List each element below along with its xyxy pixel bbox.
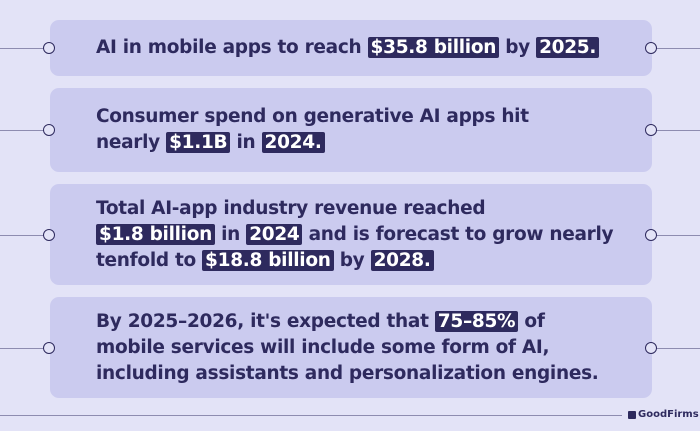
connector-line-right: [656, 234, 700, 236]
highlighted-stat: $35.8 billion: [367, 37, 500, 58]
connector-dot-left: [43, 124, 55, 136]
highlighted-stat: 2024: [246, 223, 303, 245]
connector-line-right: [656, 48, 700, 49]
fact-card: AI in mobile apps to reach $35.8 billion…: [50, 20, 652, 76]
fact-text: By 2025–2026, it's expected that 75–85% …: [96, 309, 599, 387]
connector-dot-right: [645, 341, 657, 354]
fact-line: including assistants and personalization…: [96, 361, 599, 387]
text-segment: in: [230, 132, 262, 153]
connector-dot-left: [43, 42, 55, 54]
connector-line-right: [656, 130, 700, 131]
fact-line: mobile services will include some form o…: [96, 335, 599, 361]
fact-text: Total AI-app industry revenue reached $1.…: [96, 196, 614, 274]
connector-dot-right: [645, 42, 657, 54]
connector-line-left: [0, 48, 44, 49]
highlighted-stat: 75–85%: [434, 310, 519, 332]
brand-name: GoodFirms: [638, 409, 699, 420]
text-segment: including assistants and personalization…: [96, 362, 599, 384]
fact-card: By 2025–2026, it's expected that 75–85% …: [50, 297, 652, 398]
fact-line: tenfold to $18.8 billion by 2028.: [96, 248, 613, 274]
fact-line: nearly $1.1B in 2024.: [96, 130, 529, 156]
highlighted-stat: $18.8 billion: [202, 249, 334, 271]
fact-line: AI in mobile apps to reach $35.8 billion…: [96, 35, 600, 61]
fact-text: Consumer spend on generative AI apps hit…: [96, 104, 529, 156]
fact-line: Total AI-app industry revenue reached: [96, 196, 613, 222]
text-segment: nearly: [96, 132, 167, 153]
connector-line-left: [0, 347, 44, 349]
connector-dot-left: [43, 228, 55, 241]
text-segment: tenfold to: [96, 249, 203, 271]
connector-dot-right: [645, 124, 657, 136]
connector-line-left: [0, 234, 44, 236]
highlighted-stat: 2024.: [261, 132, 325, 153]
fact-text: AI in mobile apps to reach $35.8 billion…: [96, 35, 600, 61]
highlighted-stat: $1.8 billion: [96, 223, 215, 245]
text-segment: by: [333, 249, 371, 271]
text-segment: of: [518, 310, 545, 332]
text-segment: AI in mobile apps to reach: [96, 37, 368, 58]
fact-card: Total AI-app industry revenue reached $1.…: [50, 184, 652, 285]
connector-dot-left: [43, 341, 55, 354]
text-segment: By 2025–2026, it's expected that: [96, 310, 435, 332]
highlighted-stat: $1.1B: [166, 132, 231, 153]
brand-logo: GoodFirms: [628, 409, 699, 420]
fact-line: Consumer spend on generative AI apps hit: [96, 104, 529, 130]
connector-line-left: [0, 130, 44, 131]
text-segment: in: [214, 223, 247, 245]
goodfirms-logo-icon: [628, 410, 636, 419]
fact-line: By 2025–2026, it's expected that 75–85% …: [96, 309, 599, 335]
text-segment: and is forecast to grow nearly: [302, 223, 614, 245]
highlighted-stat: 2028.: [370, 249, 434, 271]
text-segment: Consumer spend on generative AI apps hit: [96, 106, 529, 127]
text-segment: by: [499, 37, 537, 58]
fact-line: $1.8 billion in 2024 and is forecast to …: [96, 222, 614, 248]
fact-card: Consumer spend on generative AI apps hit…: [50, 88, 652, 172]
highlighted-stat: 2025.: [536, 37, 600, 58]
footer-divider: [0, 415, 622, 416]
text-segment: Total AI-app industry revenue reached: [96, 197, 486, 219]
text-segment: mobile services will include some form o…: [96, 336, 550, 358]
connector-dot-right: [645, 228, 657, 241]
connector-line-right: [656, 347, 700, 349]
